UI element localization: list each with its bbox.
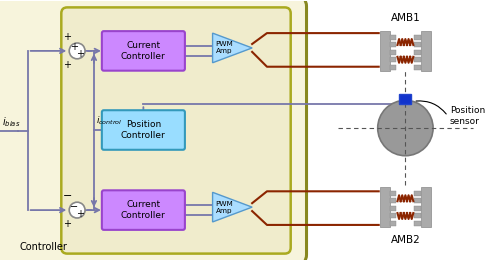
Text: AMB2: AMB2 — [391, 235, 420, 245]
Text: $i_{bias}$: $i_{bias}$ — [2, 115, 21, 128]
Text: $i_{control}$: $i_{control}$ — [96, 115, 123, 127]
FancyBboxPatch shape — [0, 0, 307, 261]
Bar — [414, 198, 421, 203]
Bar — [390, 35, 397, 40]
Polygon shape — [213, 33, 252, 63]
FancyBboxPatch shape — [62, 7, 291, 254]
Bar — [414, 50, 421, 55]
Bar — [414, 42, 421, 47]
Text: Controller: Controller — [20, 242, 68, 252]
Text: AMB1: AMB1 — [391, 13, 420, 23]
Bar — [390, 206, 397, 211]
Bar — [380, 31, 390, 71]
Text: Position
Controller: Position Controller — [121, 120, 166, 140]
Text: PWM
Amp: PWM Amp — [215, 41, 233, 55]
Bar — [414, 35, 421, 40]
Text: Position
sensor: Position sensor — [450, 106, 485, 126]
Text: −: − — [69, 201, 78, 211]
Bar — [390, 65, 397, 70]
FancyBboxPatch shape — [102, 31, 185, 71]
Bar — [390, 57, 397, 62]
Circle shape — [69, 202, 85, 218]
Bar — [414, 206, 421, 211]
Text: +: + — [76, 209, 84, 219]
FancyBboxPatch shape — [102, 190, 185, 230]
Text: PWM
Amp: PWM Amp — [215, 201, 233, 214]
Bar — [400, 94, 411, 104]
Text: +: + — [69, 42, 78, 52]
Bar — [414, 65, 421, 70]
FancyBboxPatch shape — [102, 110, 185, 150]
Text: Current
Controller: Current Controller — [121, 41, 166, 61]
Bar — [414, 221, 421, 226]
Text: +: + — [63, 219, 71, 229]
Circle shape — [69, 43, 85, 59]
Bar — [421, 187, 431, 227]
Text: +: + — [63, 32, 71, 42]
Bar — [421, 31, 431, 71]
Bar — [414, 57, 421, 62]
Bar — [390, 221, 397, 226]
Bar — [390, 191, 397, 196]
Text: Current
Controller: Current Controller — [121, 200, 166, 220]
Text: +: + — [76, 50, 84, 60]
Circle shape — [378, 100, 433, 156]
Text: −: − — [62, 191, 72, 201]
Polygon shape — [213, 192, 252, 222]
Text: +: + — [63, 60, 71, 70]
Bar — [414, 213, 421, 218]
Bar — [380, 187, 390, 227]
Bar — [390, 50, 397, 55]
Bar — [414, 191, 421, 196]
Bar — [390, 213, 397, 218]
Bar — [390, 198, 397, 203]
Bar — [390, 42, 397, 47]
